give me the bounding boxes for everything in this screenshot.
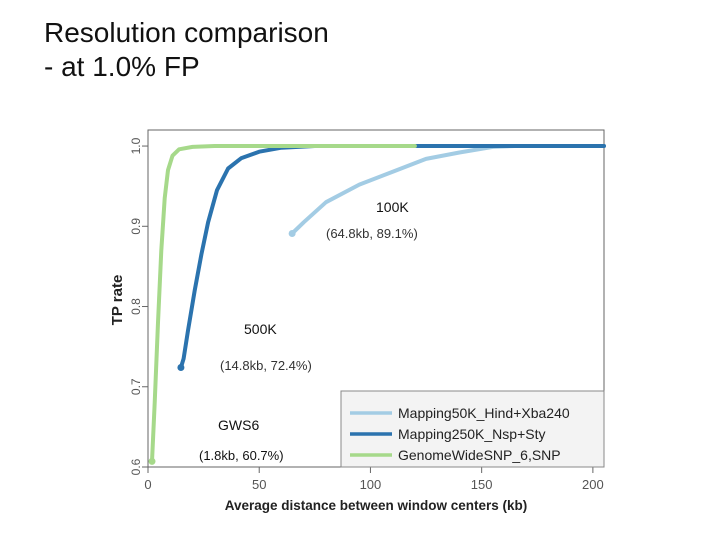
- annotation-detail-500k: (14.8kb, 72.4%): [220, 358, 312, 373]
- slide-title: Resolution comparison - at 1.0% FP: [44, 16, 329, 84]
- slide-title-line-1: Resolution comparison: [44, 17, 329, 48]
- y-tick-label: 0.7: [129, 378, 143, 395]
- annotations: 100K (64.8kb, 89.1%) 500K (14.8kb, 72.4%…: [199, 199, 418, 463]
- x-tick-label: 100: [360, 477, 382, 492]
- series-line-genomewidesnp6: [150, 144, 417, 464]
- annotation-label-100k: 100K: [376, 199, 409, 215]
- annotation-detail-100k: (64.8kb, 89.1%): [326, 226, 418, 241]
- x-tick-label: 50: [252, 477, 266, 492]
- x-axis: 0 50 100 150 200: [144, 467, 604, 492]
- series-line-mapping50k: [290, 144, 606, 236]
- x-tick-label: 0: [144, 477, 151, 492]
- series-layer: [148, 144, 606, 465]
- y-tick-label: 0.6: [129, 458, 143, 475]
- y-tick-label: 1.0: [129, 137, 143, 154]
- series-start-point-mapping250k: [177, 364, 185, 372]
- x-axis-title: Average distance between window centers …: [225, 498, 528, 513]
- y-axis: 0.6 0.7 0.8 0.9 1.0: [129, 137, 148, 475]
- legend-label-mapping250k: Mapping250K_Nsp+Sty: [398, 426, 546, 442]
- y-axis-title: TP rate: [109, 275, 126, 326]
- x-tick-label: 200: [582, 477, 604, 492]
- legend-label-mapping50k: Mapping50K_Hind+Xba240: [398, 405, 570, 421]
- annotation-label-500k: 500K: [244, 321, 277, 337]
- slide-title-line-2: - at 1.0% FP: [44, 51, 200, 82]
- legend-label-genomewidesnp6: GenomeWideSNP_6,SNP: [398, 447, 561, 463]
- legend: Mapping50K_Hind+Xba240 Mapping250K_Nsp+S…: [340, 390, 605, 468]
- series-start-point-genomewidesnp6: [148, 457, 156, 465]
- y-tick-label: 0.8: [129, 298, 143, 315]
- y-tick-label: 0.9: [129, 218, 143, 235]
- x-tick-label: 150: [471, 477, 493, 492]
- annotation-label-gws6: GWS6: [218, 417, 259, 433]
- annotation-detail-gws6: (1.8kb, 60.7%): [199, 448, 284, 463]
- series-start-point-mapping50k: [288, 230, 296, 238]
